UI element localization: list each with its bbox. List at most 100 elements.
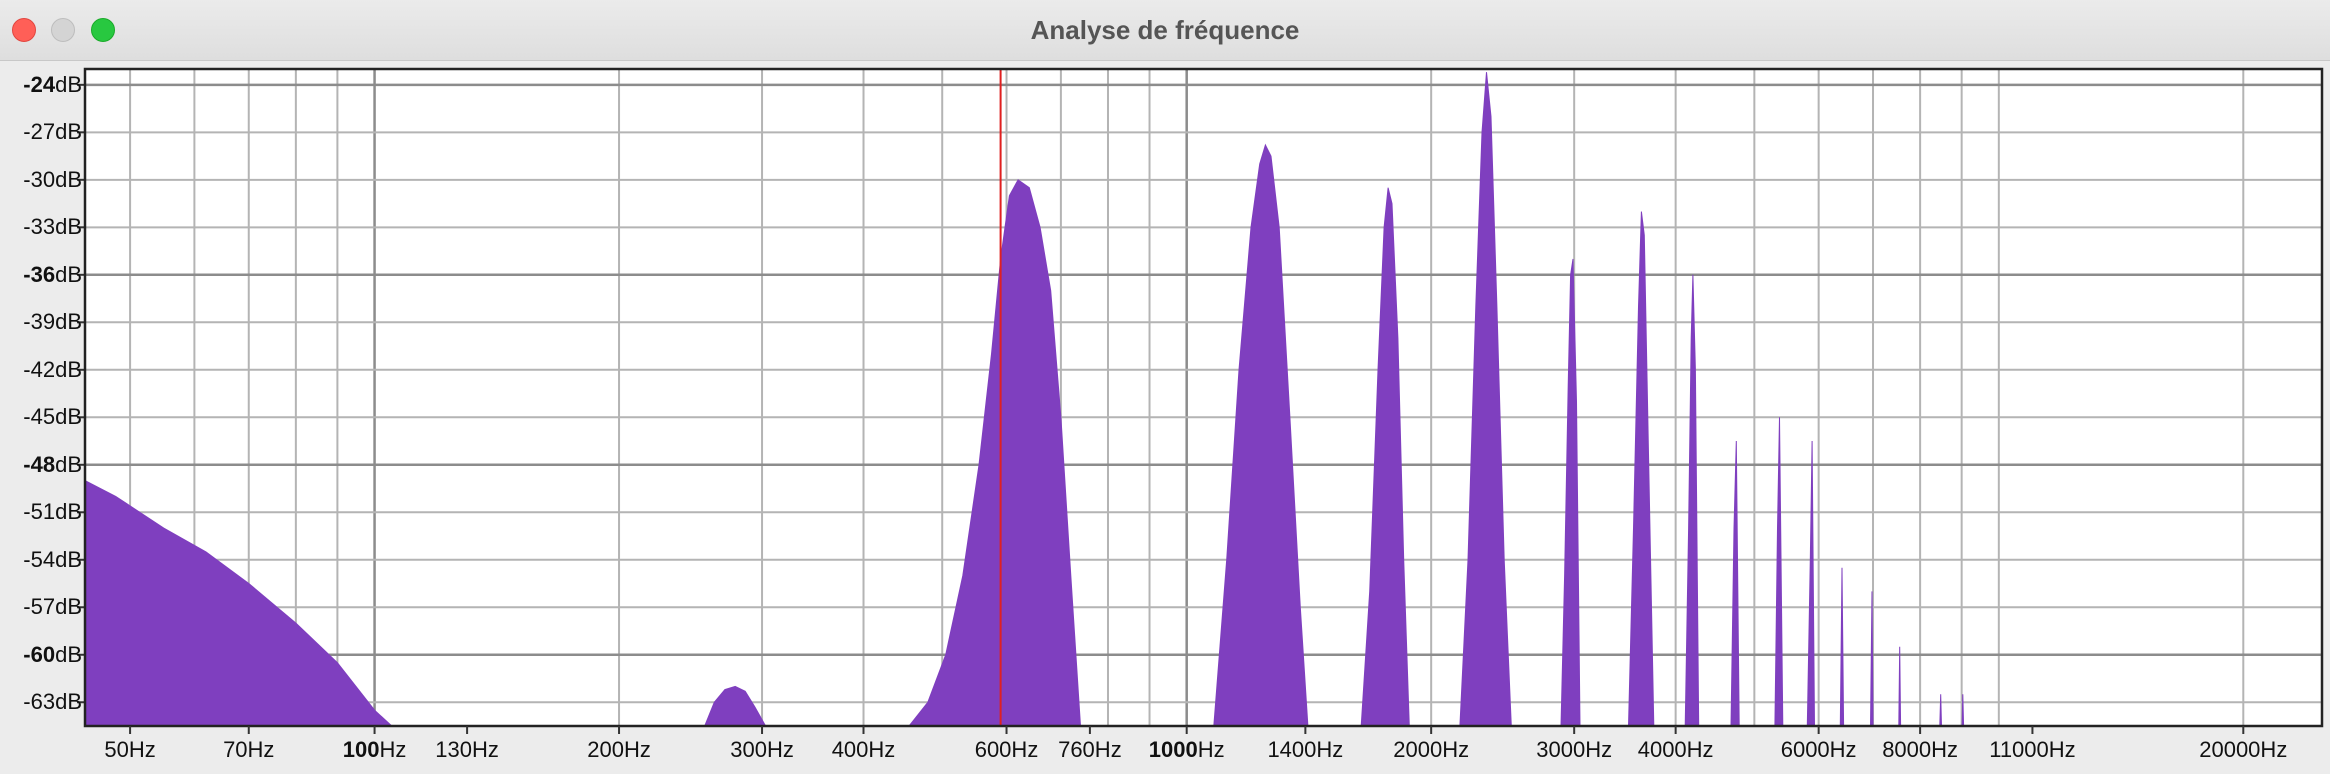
x-tick-label-unit: Hz	[1585, 737, 1613, 762]
plot-frame	[83, 67, 2324, 728]
window-titlebar: Analyse de fréquence	[0, 0, 2330, 61]
x-tick-label-unit: Hz	[379, 737, 407, 762]
spectrum-peak-3	[907, 179, 1082, 727]
y-tick-label-number: -27	[23, 119, 56, 145]
spectrum-peak-6	[1459, 72, 1512, 727]
y-tick-label-unit: dB	[55, 214, 82, 240]
plot-background	[85, 69, 2322, 726]
x-tick-label: 100Hz	[343, 737, 407, 763]
spectrum-peak-8	[1627, 211, 1655, 727]
x-tick-label: 11000Hz	[1989, 737, 2075, 763]
x-tick-label: 130Hz	[435, 737, 499, 763]
y-tick-label-unit: dB	[55, 166, 82, 192]
y-tick-label-number: -30	[23, 166, 56, 192]
x-tick-label-number: 50	[104, 737, 129, 762]
x-tick-label-number: 760	[1058, 737, 1095, 762]
y-tick-label: -30dB	[0, 167, 82, 193]
y-tick-label: -24dB	[0, 72, 82, 98]
frequency-spectrum-chart[interactable]	[0, 61, 2330, 774]
x-tick-label: 200Hz	[587, 737, 651, 763]
x-tick-label-unit: Hz	[2260, 737, 2288, 762]
y-tick-label-number: -54	[23, 546, 56, 572]
y-tick-label: -33dB	[0, 214, 82, 240]
y-tick-label: -27dB	[0, 119, 82, 145]
y-tick-label-unit: dB	[55, 71, 82, 97]
x-tick-label-unit: Hz	[623, 737, 651, 762]
x-tick-label: 70Hz	[223, 737, 274, 763]
x-tick-label-unit: Hz	[1442, 737, 1470, 762]
close-button[interactable]	[12, 18, 36, 42]
minimize-button[interactable]	[51, 18, 75, 42]
x-tick-label-unit: Hz	[247, 737, 275, 762]
y-tick-label: -39dB	[0, 309, 82, 335]
x-tick-label-unit: Hz	[472, 737, 499, 762]
x-tick-label-number: 20000	[2199, 737, 2261, 762]
x-tick-label-unit: Hz	[1931, 737, 1959, 762]
y-tick-label: -60dB	[0, 642, 82, 668]
x-tick-label-unit: Hz	[1316, 737, 1344, 762]
x-tick-label-number: 1000	[1148, 737, 1198, 762]
x-tick-label: 400Hz	[832, 737, 896, 763]
x-tick-label-unit: Hz	[868, 737, 896, 762]
x-tick-label-number: 70	[223, 737, 248, 762]
y-tick-label-unit: dB	[55, 689, 82, 715]
x-tick-label-number: 6000	[1780, 737, 1830, 762]
x-tick-label-unit: Hz	[1829, 737, 1857, 762]
y-tick-label-number: -36	[23, 261, 56, 287]
y-tick-label-unit: dB	[55, 641, 82, 667]
y-tick-label-number: -33	[23, 214, 56, 240]
x-tick-label-number: 600	[974, 737, 1012, 762]
x-tick-label: 760Hz	[1058, 737, 1122, 763]
x-tick-label-number: 8000	[1882, 737, 1932, 762]
y-tick-label-number: -42	[23, 356, 56, 382]
y-tick-label: -57dB	[0, 594, 82, 620]
y-tick-label-unit: dB	[55, 356, 82, 382]
x-tick-label-unit: Hz	[1686, 737, 1714, 762]
x-tick-label-unit: Hz	[1011, 737, 1039, 762]
x-tick-label-unit: Hz	[766, 737, 794, 762]
spectrum-peak-5	[1360, 187, 1410, 727]
x-tick-label-number: 11000	[1989, 737, 2049, 762]
x-tick-label-number: 200	[587, 737, 624, 762]
y-tick-label: -45dB	[0, 404, 82, 430]
x-tick-label-number: 300	[730, 737, 767, 762]
y-tick-label: -63dB	[0, 689, 82, 715]
y-tick-label-unit: dB	[55, 546, 82, 572]
y-tick-label-number: -57	[23, 594, 56, 620]
x-tick-label-unit: Hz	[2048, 737, 2076, 762]
x-tick-label-number: 100	[342, 737, 380, 762]
x-tick-label-number: 2000	[1393, 737, 1443, 762]
y-tick-label-unit: dB	[55, 261, 82, 287]
y-tick-label-number: -51	[23, 499, 56, 525]
frequency-plot-area: -24dB -27dB -30dB -33dB -36dB -39dB -42dB -45dB…	[0, 61, 2330, 774]
x-tick-label: 6000Hz	[1781, 737, 1857, 763]
x-tick-label-number: 400	[831, 737, 869, 762]
y-tick-label-number: -45	[23, 404, 56, 430]
y-tick-label-number: -48	[23, 451, 56, 477]
x-tick-label: 4000Hz	[1638, 737, 1714, 763]
spectrum-peak-4	[1213, 143, 1309, 727]
x-tick-label: 600Hz	[975, 737, 1039, 763]
y-tick-label-unit: dB	[55, 119, 82, 145]
x-tick-label-unit: Hz	[1197, 737, 1225, 762]
y-tick-label: -42dB	[0, 357, 82, 383]
y-tick-label-unit: dB	[55, 404, 82, 430]
window-title: Analyse de fréquence	[1030, 15, 1300, 45]
y-tick-label: -54dB	[0, 547, 82, 573]
x-tick-label: 20000Hz	[2199, 737, 2287, 763]
spectrum-peak-7	[1560, 258, 1581, 727]
y-tick-label-number: -60	[23, 641, 56, 667]
x-tick-label: 300Hz	[730, 737, 794, 763]
spectrum-peak-17	[1961, 694, 1965, 727]
y-tick-label: -51dB	[0, 499, 82, 525]
spectrum-peak-2	[703, 685, 767, 727]
x-tick-label: 1400Hz	[1267, 737, 1343, 763]
y-tick-label: -48dB	[0, 452, 82, 478]
x-tick-label-number: 1400	[1267, 737, 1317, 762]
x-tick-label: 8000Hz	[1882, 737, 1958, 763]
x-tick-label: 50Hz	[104, 737, 155, 763]
x-tick-label-number: 130	[435, 737, 473, 762]
x-tick-label-number: 4000	[1637, 737, 1687, 762]
maximize-button[interactable]	[91, 18, 115, 42]
y-tick-label-unit: dB	[55, 451, 82, 477]
